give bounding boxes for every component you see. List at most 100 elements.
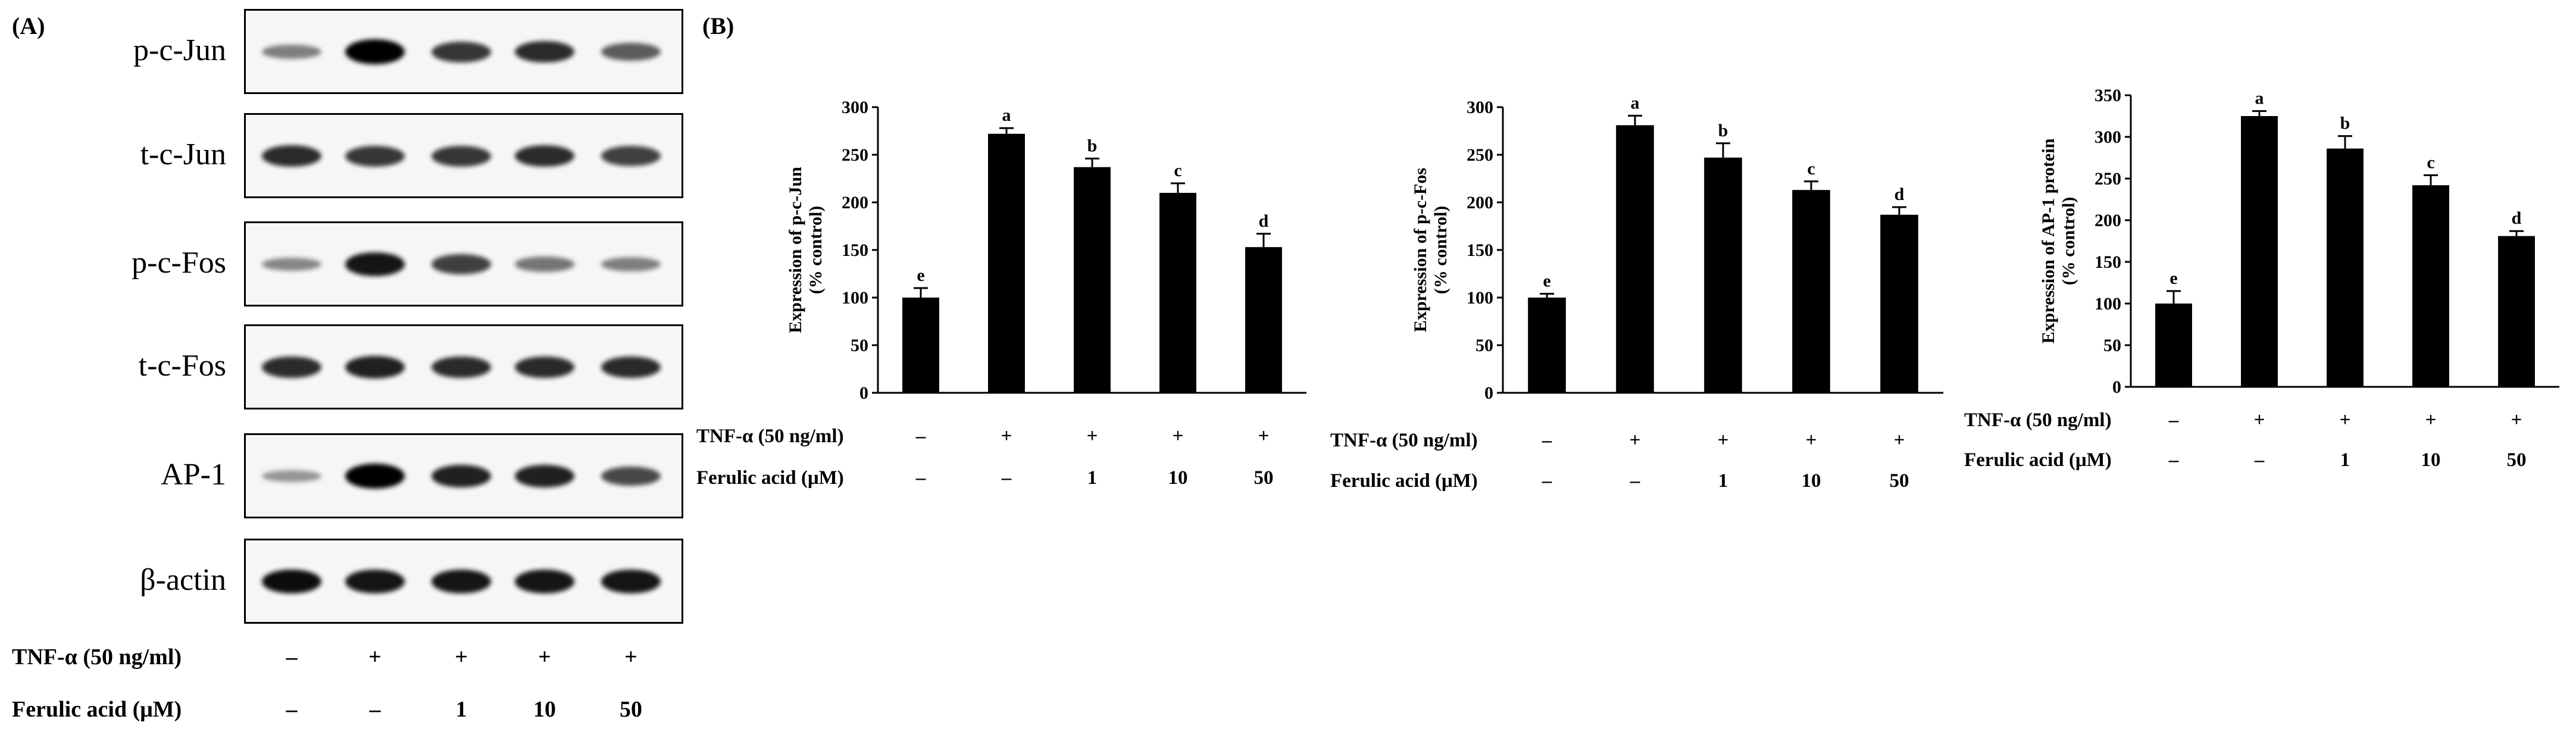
significance-letter: a [2255, 89, 2264, 108]
chart-ferulic-value: – [915, 467, 926, 489]
y-tick-label: 250 [2094, 169, 2121, 189]
chart-p-c-jun: 0 50 100 150 200 250 300 Expression of p-c-Jun(… [786, 98, 1306, 403]
blot-band [345, 252, 405, 276]
blot-band [432, 465, 491, 487]
bar [1704, 157, 1742, 393]
panel-a-ferulic-value: 50 [620, 697, 642, 722]
chart-p-c-fos: 0 50 100 150 200 250 300 Expression of p-c-Fos(… [1411, 93, 1943, 403]
bar [902, 298, 939, 393]
y-axis-label-units: (% control) [806, 206, 826, 295]
blot-band [515, 356, 574, 379]
blot-label-5: β-actin [140, 563, 226, 597]
panel-a-tnf-label: TNF-α (50 ng/ml) [12, 645, 182, 670]
chart-tnf-value: + [1805, 430, 1817, 451]
significance-letter: c [1807, 159, 1815, 179]
y-tick-label: 50 [851, 336, 868, 355]
chart-tnf-label: TNF-α (50 ng/ml) [696, 426, 844, 447]
y-tick-label: 300 [842, 98, 868, 117]
blot-band [432, 254, 491, 274]
blot-band [262, 356, 321, 379]
y-tick-label: 200 [842, 193, 868, 212]
bar [1792, 190, 1830, 393]
y-axis-label: Expression of p-c-Fos [1411, 168, 1430, 332]
chart-tnf-value: – [1542, 430, 1552, 451]
blot-band [601, 466, 661, 486]
panel-a-ferulic-label: Ferulic acid (μM) [12, 697, 182, 722]
blot-band [432, 356, 491, 379]
bar [988, 133, 1025, 393]
blot-band [515, 40, 574, 63]
chart-tnf-value: + [1629, 430, 1641, 451]
y-tick-label: 150 [1467, 240, 1493, 260]
panel-a-tnf-value: – [286, 645, 298, 670]
y-tick-label: 0 [2112, 377, 2121, 397]
chart-ferulic-label: Ferulic acid (μM) [696, 467, 844, 489]
blot-band [262, 257, 321, 271]
bar [1074, 167, 1111, 393]
blot-label-0: p-c-Jun [133, 33, 226, 67]
blot-band [601, 146, 661, 166]
panel-a-ferulic-value: – [369, 697, 381, 722]
blot-label-1: t-c-Jun [140, 137, 226, 171]
y-tick-label: 100 [842, 288, 868, 308]
chart-ferulic-value: 1 [1087, 467, 1098, 489]
panel-a-label: (A) [12, 12, 45, 39]
chart-tnf-value: + [1893, 430, 1905, 451]
bar [2498, 236, 2535, 387]
y-tick-label: 250 [842, 145, 868, 165]
y-axis-label: Expression of AP-1 protein [2039, 138, 2058, 343]
bar [2412, 185, 2449, 387]
chart-tnf-value: + [2511, 409, 2522, 431]
bar [1880, 214, 1918, 393]
chart-ferulic-value: 50 [1889, 470, 1909, 492]
chart-ferulic-value: 50 [1253, 467, 1274, 489]
panel-a-tnf-value: + [455, 645, 468, 670]
panel-a-tnf-value: + [538, 645, 551, 670]
significance-letter: c [1174, 161, 1181, 180]
y-axis-label: Expression of p-c-Jun [786, 167, 805, 333]
chart-ferulic-value: – [2254, 449, 2265, 471]
significance-letter: c [2427, 152, 2434, 172]
significance-letter: d [1259, 211, 1269, 231]
chart-ferulic-value: 1 [2340, 449, 2350, 471]
blot-band [601, 356, 661, 379]
y-tick-label: 350 [2094, 86, 2121, 105]
chart-ap-1: 0 50 100 150 200 250 300 350 Expression of AP-1 … [2039, 86, 2559, 397]
chart-tnf-label: TNF-α (50 ng/ml) [1964, 409, 2112, 431]
panel-a-ferulic-value: 10 [533, 697, 556, 722]
chart-ferulic-label: Ferulic acid (μM) [1330, 470, 1478, 492]
significance-letter: e [917, 265, 924, 285]
chart-tnf-value: + [1172, 426, 1184, 447]
chart-tnf-value: – [2168, 409, 2179, 431]
blot-band [432, 145, 491, 167]
bar [2155, 304, 2192, 387]
y-tick-label: 50 [1475, 336, 1493, 355]
panel-a-tnf-value: + [624, 645, 637, 670]
chart-ferulic-value: 10 [2421, 449, 2441, 471]
chart-tnf-value: + [1258, 426, 1270, 447]
blot-band [345, 570, 405, 593]
chart-ferulic-value: – [1001, 467, 1012, 489]
y-tick-label: 50 [2103, 336, 2121, 355]
y-tick-label: 100 [1467, 288, 1493, 308]
bar [1528, 298, 1566, 393]
blot-band [262, 145, 321, 167]
chart-ferulic-value: 50 [2506, 449, 2527, 471]
blot-band [345, 464, 405, 489]
y-tick-label: 100 [2094, 294, 2121, 314]
significance-letter: a [1631, 93, 1640, 112]
bar [1159, 193, 1196, 393]
y-tick-label: 300 [2094, 127, 2121, 147]
blot-band [345, 39, 405, 64]
chart-ferulic-value: – [1630, 470, 1640, 492]
chart-ferulic-value: 1 [1718, 470, 1728, 492]
bar [2241, 116, 2278, 387]
panel-a-ferulic-value: – [286, 697, 298, 722]
chart-tnf-value: + [1717, 430, 1729, 451]
chart-ferulic-value: – [1542, 470, 1552, 492]
chart-tnf-value: – [915, 426, 926, 447]
blot-band [601, 257, 661, 271]
chart-tnf-value: + [2425, 409, 2437, 431]
significance-letter: b [1718, 121, 1728, 140]
significance-letter: e [1543, 271, 1550, 291]
